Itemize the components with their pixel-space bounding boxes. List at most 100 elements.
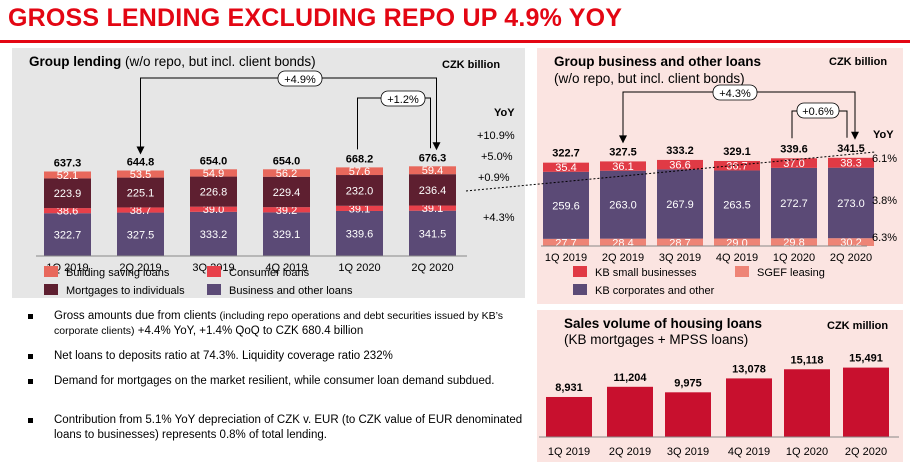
data-label: 329.1	[273, 229, 301, 241]
bullet-text-small: (including repo operations and debt secu…	[54, 310, 504, 337]
data-label: 225.1	[127, 188, 155, 200]
yoy-header: YoY	[873, 129, 894, 141]
total-label: 322.7	[552, 148, 580, 160]
total-label: 644.8	[127, 156, 155, 168]
data-label: 341.5	[419, 228, 447, 240]
legend-label: Business and other loans	[229, 285, 353, 297]
group-lending-panel: Group lending (w/o repo, but incl. clien…	[12, 48, 525, 298]
data-label: 39.2	[276, 205, 297, 217]
legend-label: KB corporates and other	[595, 285, 715, 297]
annotation-label: +4.3%	[719, 88, 751, 100]
data-label: 57.6	[349, 166, 370, 178]
legend-label: SGEF leasing	[757, 267, 825, 279]
annotation-label: +1.2%	[387, 94, 419, 106]
housing-loans-subtitle: (KB mortgages + MPSS loans)	[564, 332, 749, 347]
bar-segment	[771, 238, 817, 246]
yoy-value: +10.9%	[477, 130, 515, 142]
bullet-text-tail: +4.4% YoY, +1.4% QoQ to CZK 680.4 billio…	[134, 325, 364, 337]
tick-label: 2Q 2020	[411, 262, 453, 274]
data-label: 37.0	[783, 158, 804, 170]
tick-label: 3Q 2019	[667, 446, 709, 458]
group-lending-title: Group lending (w/o repo, but incl. clien…	[29, 54, 316, 69]
tick-label: 1Q 2020	[338, 262, 380, 274]
data-label: 333.2	[200, 229, 228, 241]
tick-label: 4Q 2019	[728, 446, 770, 458]
total-label: 668.2	[346, 153, 374, 165]
bar	[607, 386, 653, 437]
data-label: 28.4	[612, 237, 633, 249]
tick-label: 4Q 2019	[265, 262, 307, 274]
group-lending-title-bold: Group lending	[29, 54, 122, 69]
bar	[726, 378, 772, 437]
housing-loans-chart: 8,931 1Q 2019 11,204 2Q 2019 9,975 3Q 2019 13,…	[539, 353, 899, 458]
bullet-text: Demand for mortgages on the market resil…	[54, 375, 495, 387]
tick-label: 1Q 2020	[786, 446, 828, 458]
yoy-header: YoY	[494, 107, 515, 119]
total-label: 637.3	[54, 157, 82, 169]
tick-label: 3Q 2019	[659, 252, 701, 264]
data-label: 27.7	[555, 237, 576, 249]
bar-segment	[44, 213, 91, 256]
bar-segment	[543, 238, 589, 246]
bar-segment	[263, 169, 310, 177]
bar-segment	[714, 238, 760, 246]
yoy-value: +0.9%	[478, 172, 510, 184]
business-loans-subtitle: (w/o repo, but incl. client bonds)	[554, 71, 745, 86]
bar-segment	[190, 169, 237, 177]
bullet-text: Net loans to deposits ratio at 74.3%. Li…	[54, 350, 393, 362]
data-label: 36.6	[669, 160, 690, 172]
bar-segment	[263, 212, 310, 256]
bar-segment	[190, 176, 237, 207]
tick-label: 2Q 2020	[830, 252, 872, 264]
tick-label: 2Q 2020	[845, 446, 887, 458]
data-label: 36.1	[612, 161, 633, 173]
data-label: 8,931	[555, 382, 583, 394]
bullet-item: Net loans to deposits ratio at 74.3%. Li…	[28, 349, 528, 365]
yoy-value: +4.3%	[483, 212, 515, 224]
data-label: 339.6	[346, 228, 374, 240]
annotation-arrowhead	[432, 142, 441, 151]
bullet-marker	[28, 354, 33, 359]
data-label: 29.0	[726, 237, 747, 249]
total-label: 654.0	[273, 155, 301, 167]
tick-label: 1Q 2019	[548, 446, 590, 458]
bar-segment	[336, 167, 383, 176]
total-label: 654.0	[200, 155, 228, 167]
legend-label: Mortgages to individuals	[66, 285, 185, 297]
data-label: 52.1	[57, 170, 78, 182]
annotation-badge	[712, 84, 758, 101]
data-label: 15,118	[790, 354, 823, 366]
data-label: 229.4	[273, 187, 301, 199]
group-lending-title-rest: (w/o repo, but incl. client bonds)	[121, 54, 316, 69]
bullet-text: Contribution from 5.1% YoY depreciation …	[54, 414, 523, 441]
bullet-text-main: Gross amounts due from clients	[54, 310, 220, 322]
bar-segment	[828, 238, 874, 246]
total-label: 333.2	[666, 145, 694, 157]
bar-segment	[263, 207, 310, 213]
data-label: 39.0	[203, 204, 224, 216]
data-label: 53.5	[130, 169, 151, 181]
data-label: 267.9	[666, 199, 694, 211]
legend-swatch	[573, 266, 587, 277]
total-label: 329.1	[723, 146, 751, 158]
bar-segment	[263, 176, 310, 208]
data-label: 259.6	[552, 200, 580, 212]
annotation-arrowhead	[851, 131, 859, 140]
bar-segment	[117, 207, 164, 213]
total-label: 327.5	[609, 146, 637, 158]
tick-label: 2Q 2019	[609, 446, 651, 458]
total-label: 676.3	[419, 152, 447, 164]
data-label: 9,975	[674, 377, 702, 389]
title-rule	[0, 40, 910, 43]
tick-label: 4Q 2019	[716, 252, 758, 264]
data-label: 13,078	[732, 363, 766, 375]
bullet-marker	[28, 314, 33, 319]
bullet-item: Contribution from 5.1% YoY depreciation …	[28, 413, 528, 445]
data-label: 272.7	[780, 198, 808, 210]
data-label: 35.4	[555, 162, 576, 174]
data-label: 39.1	[349, 203, 370, 215]
bar-segment	[44, 178, 91, 209]
total-label: 339.6	[780, 143, 808, 155]
total-label: 341.5	[837, 143, 865, 155]
bar-segment	[409, 210, 456, 256]
